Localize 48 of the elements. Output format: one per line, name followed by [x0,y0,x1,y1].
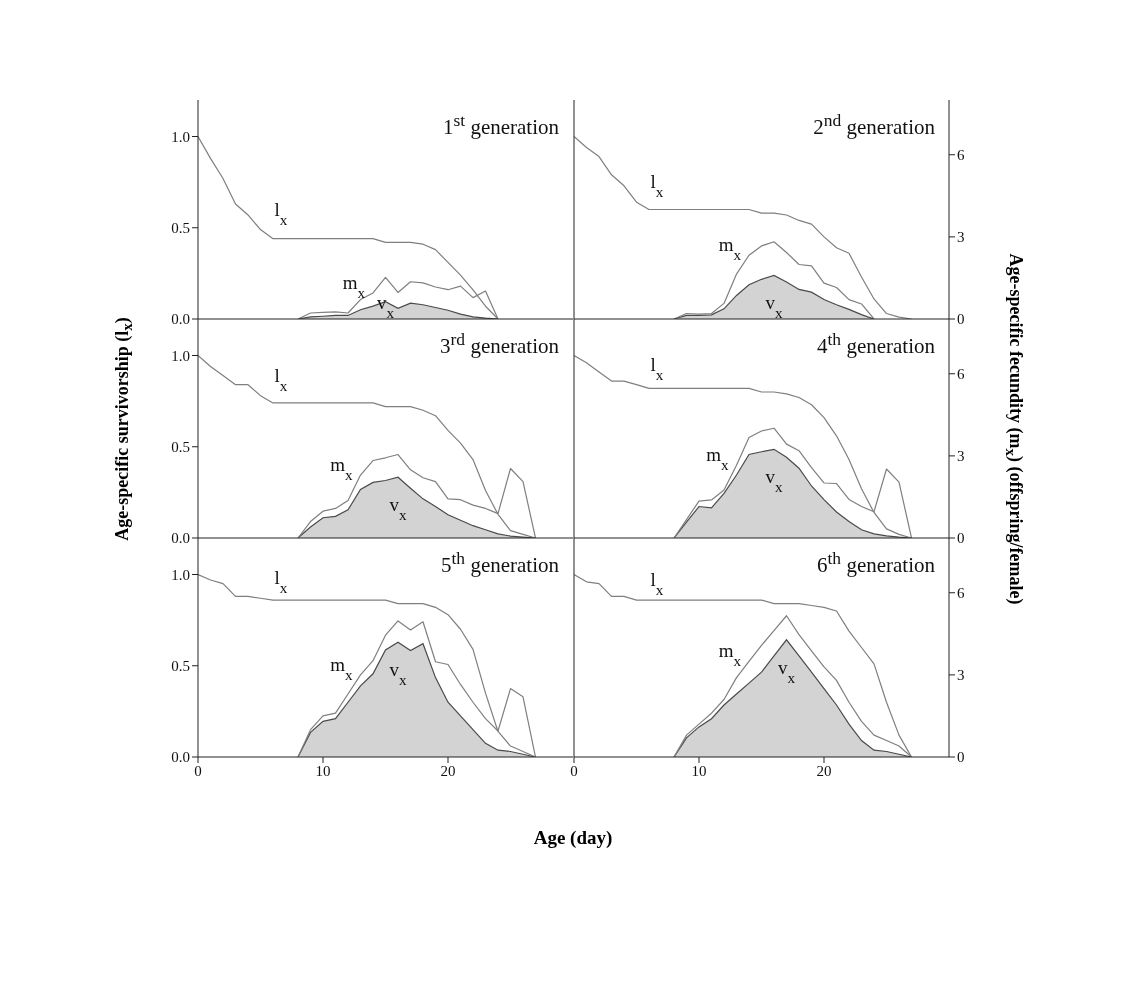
series-label: m$_{x}$ [706,444,729,473]
y-tick-label: 1.0 [171,128,190,145]
y-tick-label: 1.0 [171,347,190,364]
x-tick-label: 10 [691,762,707,779]
x-tick-label: 20 [440,762,456,779]
x-tick-label: 0 [194,762,202,779]
y-tick-label: 0.0 [171,749,190,766]
series-label: m$_{x}$ [330,653,353,683]
y2-tick-label: 6 [957,147,965,164]
series-label: m$_{x}$ [342,271,366,301]
series-label: l$_{x}$ [274,364,288,394]
y-tick-label: 0.5 [171,658,190,675]
y2-tick-label: 0 [957,749,965,766]
y2-tick-label: 3 [957,448,965,465]
y2-tick-label: 3 [957,667,965,684]
series-label: v$_{x}$ [389,494,407,523]
series-label: m$_{x}$ [718,234,742,263]
x-tick-label: 20 [816,762,832,779]
y-tick-label: 1.0 [171,566,190,583]
text: 6$^{th}$ generation [817,548,935,578]
series-label: v$_{x}$ [765,292,783,321]
series-label: m$_{x}$ [330,454,353,483]
text: 5$^{th}$ generation [441,548,559,578]
series-label: l$_{x}$ [274,198,288,228]
y-tick-label: 0.5 [171,439,190,456]
series-label: v$_{x}$ [765,466,783,495]
series-label: v$_{x}$ [389,659,407,688]
text: 1$^{st}$ generation [442,110,559,140]
y2-tick-label: 0 [957,311,965,328]
x-axis-title: Age (day) [533,827,613,849]
x-tick-label: 0 [570,762,578,779]
y-tick-label: 0.5 [171,220,190,237]
text: 3$^{rd}$ generation [440,329,559,359]
y2-tick-label: 0 [957,530,965,547]
y-tick-label: 0.0 [171,311,190,328]
text: 4$^{th}$ generation [817,329,935,359]
series-label: l$_{x}$ [274,567,288,596]
y2-tick-label: 3 [957,229,965,246]
series-label: l$_{x}$ [650,171,664,200]
y2-tick-label: 6 [957,366,965,383]
series-label: m$_{x}$ [718,640,742,669]
series-label: l$_{x}$ [650,569,664,598]
series-label: v$_{x}$ [777,656,796,686]
y-tick-label: 0.0 [171,530,190,547]
y2-tick-label: 6 [957,585,965,602]
text: 2$^{nd}$ generation [813,110,935,140]
x-tick-label: 10 [315,762,331,779]
series-label: l$_{x}$ [650,353,664,383]
